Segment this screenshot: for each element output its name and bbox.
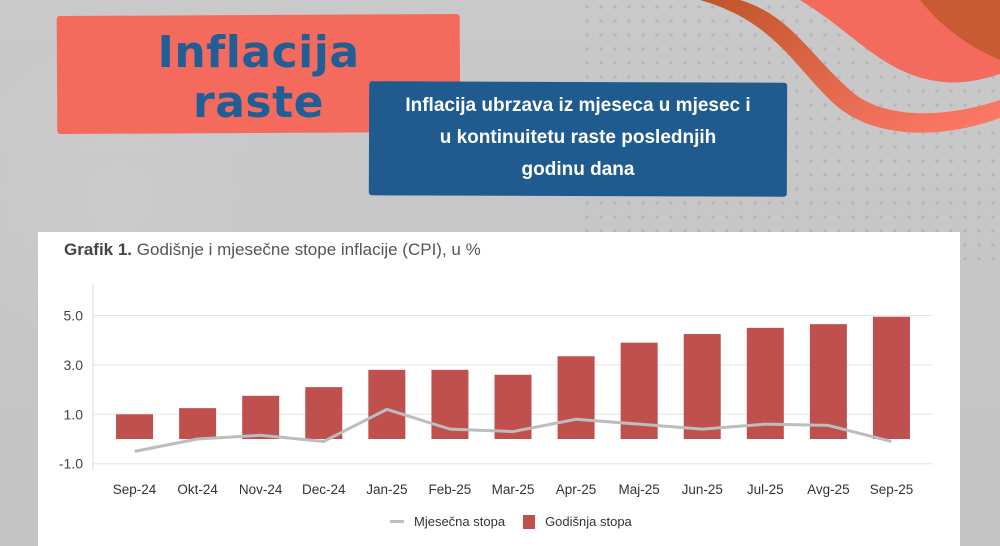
title-line-2: raste xyxy=(193,77,324,128)
x-tick-label: Apr-25 xyxy=(556,482,597,497)
x-tick-label: Jun-25 xyxy=(682,482,723,497)
line-swatch-icon xyxy=(390,520,404,523)
bar-annual xyxy=(242,395,280,439)
chart-title-text: Godišnje i mjesečne stope inflacije (CPI… xyxy=(132,240,481,259)
x-tick-label: Sep-25 xyxy=(870,482,914,497)
bar-annual xyxy=(746,327,784,439)
inflation-chart: -1.0 1.0 3.0 5.0 Sep-24 Okt-24 Nov-24 Dec-24 Jan… xyxy=(59,284,933,497)
x-tick-label: Okt-24 xyxy=(177,482,218,497)
x-tick-label: Mar-25 xyxy=(492,482,535,497)
x-tick-label: Maj-25 xyxy=(619,482,660,497)
legend-label-annual: Godišnja stopa xyxy=(545,514,632,529)
y-tick-label: 3.0 xyxy=(64,357,84,373)
y-tick-label: 5.0 xyxy=(64,308,84,324)
bar-annual xyxy=(557,356,595,439)
chart-title-label: Grafik 1. xyxy=(64,240,133,259)
legend-label-monthly: Mjesečna stopa xyxy=(414,514,506,529)
legend-item-monthly: Mjesečna stopa xyxy=(390,514,505,529)
bar-annual xyxy=(431,369,469,439)
subtitle-line-2: u kontinuitetu raste poslednjih xyxy=(439,127,717,148)
x-tick-label: Jan-25 xyxy=(366,482,407,497)
bar-annual xyxy=(179,408,217,439)
line-monthly xyxy=(134,407,892,453)
wave-decoration xyxy=(700,0,1000,133)
bar-annual xyxy=(683,334,721,439)
bar-annual xyxy=(305,387,343,439)
x-tick-label: Nov-24 xyxy=(239,482,283,497)
x-tick-label: Jul-25 xyxy=(747,482,784,497)
bar-swatch-icon xyxy=(523,514,536,529)
subtitle-line-3: godinu dana xyxy=(521,159,635,180)
title-line-1: Inflacija xyxy=(157,27,360,78)
chart-legend: Mjesečna stopa Godišnja stopa xyxy=(390,514,632,529)
chart-card: Grafik 1. Godišnje i mjesečne stope infl… xyxy=(38,232,960,546)
x-tick-label: Avg-25 xyxy=(807,482,850,497)
chart-title: Grafik 1. Godišnje i mjesečne stope infl… xyxy=(64,240,481,260)
page-title: Inflacija raste xyxy=(57,28,460,128)
y-tick-label: -1.0 xyxy=(59,456,83,472)
x-tick-label: Dec-24 xyxy=(302,482,346,497)
bar-annual xyxy=(872,316,910,439)
x-tick-label: Feb-25 xyxy=(429,482,472,497)
subtitle: Inflacija ubrzava iz mjeseca u mjesec i … xyxy=(369,90,787,186)
bar-annual xyxy=(368,369,406,439)
x-tick-label: Sep-24 xyxy=(113,482,157,497)
bar-annual xyxy=(116,414,154,439)
legend-item-annual: Godišnja stopa xyxy=(523,514,632,529)
bar-annual xyxy=(809,324,847,439)
y-tick-label: 1.0 xyxy=(64,406,84,422)
subtitle-line-1: Inflacija ubrzava iz mjeseca u mjesec i xyxy=(405,95,751,116)
